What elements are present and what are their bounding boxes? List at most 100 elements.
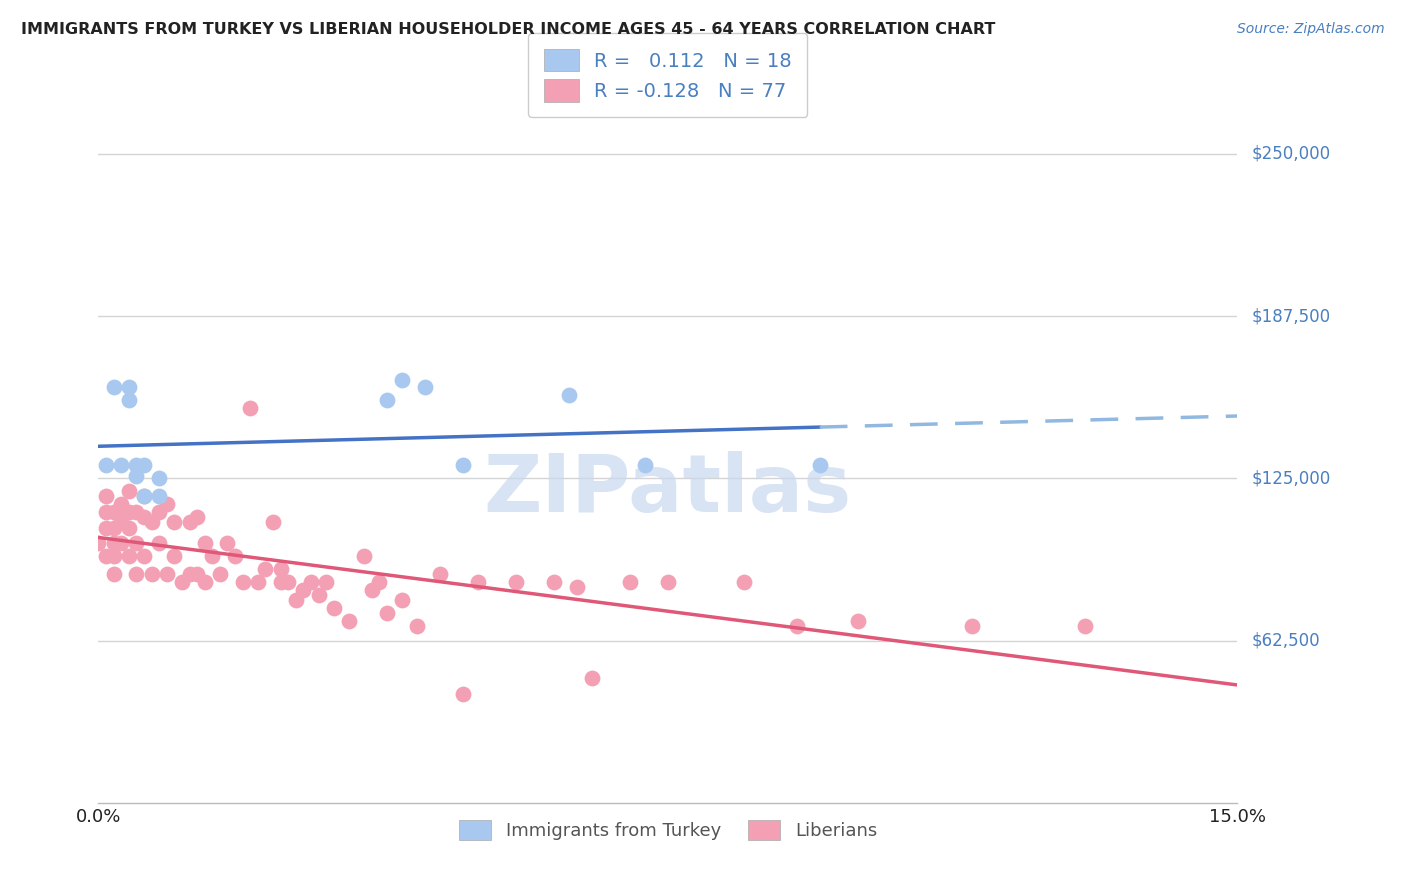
Point [156,567,179,582]
Point [118,393,141,408]
Point [125,468,148,483]
Point [94,458,117,473]
Point [103,520,125,534]
Text: IMMIGRANTS FROM TURKEY VS LIBERIAN HOUSEHOLDER INCOME AGES 45 - 64 YEARS CORRELA: IMMIGRANTS FROM TURKEY VS LIBERIAN HOUSE… [21,22,995,37]
Point [103,549,125,564]
Point [94,520,117,534]
Point [186,567,208,582]
Point [337,614,360,628]
Point [246,575,269,590]
Point [254,562,277,576]
Point [94,505,117,519]
Point [148,536,170,550]
Point [103,536,125,550]
Point [543,575,565,590]
Point [467,575,489,590]
Point [619,575,641,590]
Point [262,516,284,530]
Point [125,458,148,473]
Point [125,567,148,582]
Point [406,619,429,633]
Text: $187,500: $187,500 [1251,307,1330,325]
Point [186,510,208,524]
Point [156,497,179,511]
Point [1074,619,1097,633]
Point [110,516,132,530]
Point [581,671,603,685]
Point [558,388,581,402]
Point [375,607,398,621]
Point [505,575,527,590]
Point [110,536,132,550]
Point [375,393,398,408]
Point [846,614,869,628]
Point [103,505,125,519]
Point [118,505,141,519]
Point [284,593,307,607]
Text: $62,500: $62,500 [1251,632,1320,649]
Point [94,549,117,564]
Point [179,516,201,530]
Point [132,510,155,524]
Point [391,593,413,607]
Point [179,567,201,582]
Point [786,619,808,633]
Point [87,536,110,550]
Point [808,458,831,473]
Point [125,505,148,519]
Point [322,601,344,615]
Point [132,490,155,504]
Legend: Immigrants from Turkey, Liberians: Immigrants from Turkey, Liberians [450,811,886,849]
Point [270,562,292,576]
Point [239,401,262,416]
Point [368,575,391,590]
Point [125,536,148,550]
Point [141,567,163,582]
Point [232,575,254,590]
Point [353,549,375,564]
Point [634,458,657,473]
Point [194,575,217,590]
Point [103,567,125,582]
Point [299,575,322,590]
Point [132,549,155,564]
Point [148,471,170,485]
Point [565,580,588,594]
Point [360,582,382,597]
Point [292,582,315,597]
Point [118,520,141,534]
Point [110,458,132,473]
Point [413,380,436,394]
Point [194,536,217,550]
Point [110,497,132,511]
Text: ZIPatlas: ZIPatlas [484,450,852,529]
Point [960,619,983,633]
Point [148,505,170,519]
Point [391,373,413,387]
Point [163,516,186,530]
Point [132,490,155,504]
Point [451,687,474,701]
Point [94,490,117,504]
Point [270,575,292,590]
Point [277,575,299,590]
Text: $250,000: $250,000 [1251,145,1330,162]
Point [132,458,155,473]
Point [170,575,193,590]
Point [224,549,246,564]
Point [118,380,141,394]
Point [118,484,141,499]
Point [315,575,337,590]
Point [163,549,186,564]
Point [657,575,679,590]
Point [201,549,224,564]
Point [217,536,239,550]
Point [733,575,755,590]
Point [118,549,141,564]
Text: Source: ZipAtlas.com: Source: ZipAtlas.com [1237,22,1385,37]
Point [429,567,451,582]
Point [148,490,170,504]
Point [103,380,125,394]
Point [308,588,330,602]
Point [141,516,163,530]
